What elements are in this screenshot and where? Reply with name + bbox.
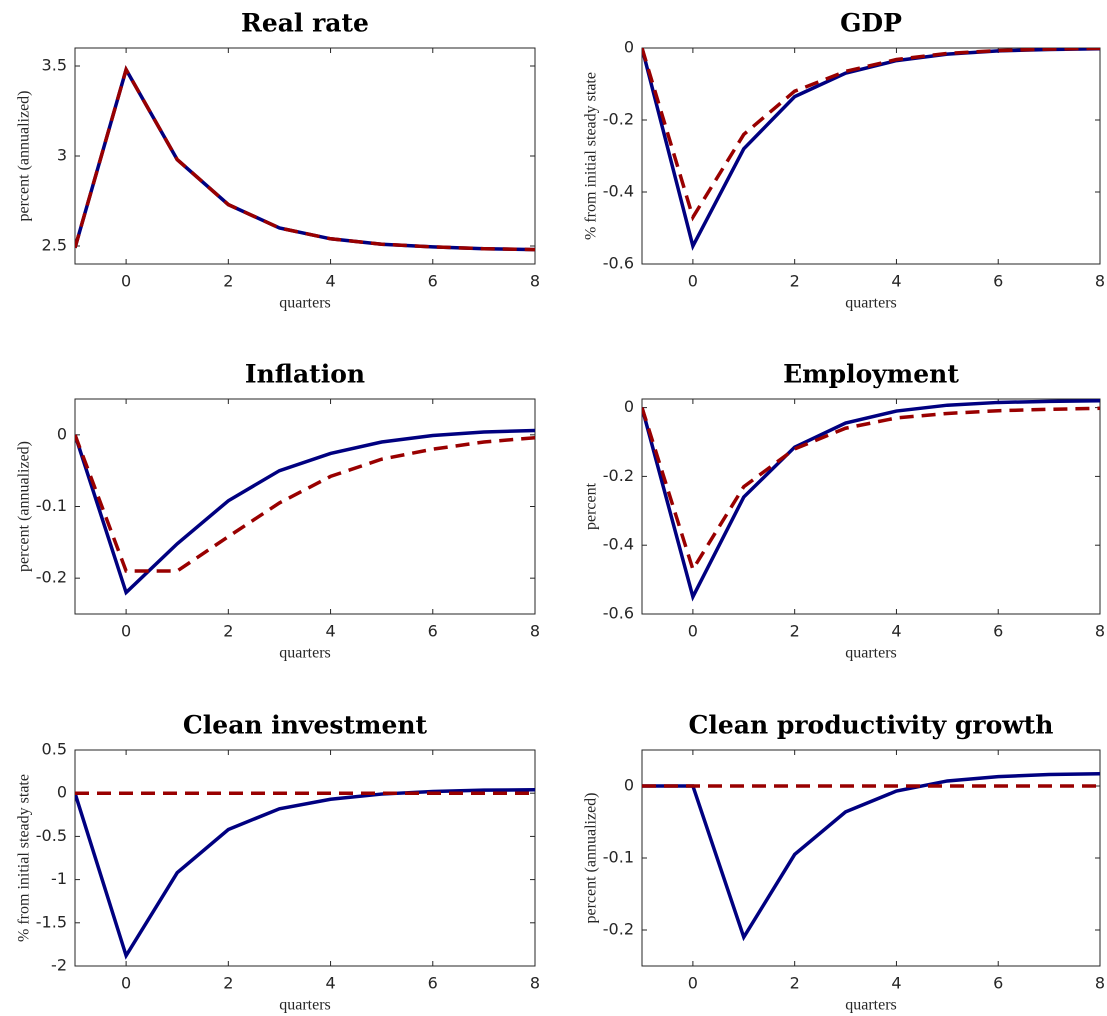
x-axis-label: quarters	[279, 997, 331, 1014]
series-line	[642, 399, 1100, 602]
x-tick-label: 0	[688, 272, 698, 291]
x-tick-label: 6	[428, 622, 438, 641]
chart-title: Employment	[783, 360, 959, 389]
y-tick-label: 0	[624, 776, 634, 795]
chart-title: Inflation	[245, 360, 365, 389]
x-tick-label: 6	[428, 974, 438, 993]
y-tick-label: -0.4	[603, 182, 634, 201]
y-tick-label: -1	[51, 869, 67, 888]
x-tick-label: 2	[223, 272, 233, 291]
x-tick-label: 4	[325, 622, 335, 641]
axes-box	[74, 398, 536, 615]
y-tick-label: -0.2	[603, 466, 634, 485]
x-axis-label: quarters	[845, 997, 897, 1014]
x-tick-label: 2	[223, 974, 233, 993]
x-tick-label: 4	[325, 974, 335, 993]
y-tick-label: 2.5	[42, 236, 67, 255]
x-tick-label: 4	[325, 272, 335, 291]
x-tick-label: 0	[688, 622, 698, 641]
chart-title: Clean productivity growth	[688, 711, 1053, 740]
y-tick-label: -0.5	[36, 826, 67, 845]
axes-box	[74, 749, 536, 967]
axes-box	[74, 47, 536, 265]
x-tick-label: 6	[993, 272, 1003, 291]
series-line	[642, 48, 1100, 222]
y-tick-label: -0.6	[603, 604, 634, 623]
y-tick-label: -1.5	[36, 912, 67, 931]
x-tick-label: 6	[993, 622, 1003, 641]
y-axis-label: % from initial steady state	[583, 72, 600, 240]
x-axis-label: quarters	[845, 645, 897, 662]
x-tick-label: 2	[790, 974, 800, 993]
y-axis-label: percent (annualized)	[16, 441, 33, 572]
x-tick-label: 8	[1095, 974, 1105, 993]
chart-title: Clean investment	[183, 711, 428, 740]
chart-title: Real rate	[241, 9, 369, 38]
y-tick-label: -0.6	[603, 254, 634, 273]
x-tick-label: 2	[223, 622, 233, 641]
axes-box	[641, 398, 1101, 615]
series-line	[75, 428, 535, 596]
x-axis-label: quarters	[845, 295, 897, 312]
y-tick-label: 0	[624, 397, 634, 416]
y-tick-label: -2	[51, 956, 67, 975]
y-tick-label: 0	[624, 38, 634, 57]
x-tick-label: 0	[121, 622, 131, 641]
y-tick-label: -0.1	[36, 496, 67, 515]
axes-box	[641, 47, 1101, 265]
x-tick-label: 6	[993, 974, 1003, 993]
series-line	[642, 772, 1100, 942]
chart-title: GDP	[840, 9, 902, 38]
y-tick-label: -0.2	[603, 110, 634, 129]
x-tick-label: 0	[121, 974, 131, 993]
y-tick-label: -0.4	[603, 535, 634, 554]
x-tick-label: 8	[1095, 272, 1105, 291]
x-tick-label: 0	[688, 974, 698, 993]
x-tick-label: 2	[790, 272, 800, 291]
y-tick-label: -0.2	[36, 568, 67, 587]
x-tick-label: 0	[121, 272, 131, 291]
y-axis-label: % from initial steady state	[16, 774, 33, 942]
y-axis-label: percent (annualized)	[16, 90, 33, 221]
y-tick-label: -0.1	[603, 848, 634, 867]
x-axis-label: quarters	[279, 295, 331, 312]
x-tick-label: 8	[530, 272, 540, 291]
axes-box	[641, 749, 1101, 967]
y-tick-label: -0.2	[603, 920, 634, 939]
x-tick-label: 2	[790, 622, 800, 641]
y-tick-label: 3.5	[42, 56, 67, 75]
series-line	[75, 434, 535, 573]
y-tick-label: 0	[57, 783, 67, 802]
y-tick-label: 3	[57, 146, 67, 165]
x-tick-label: 8	[1095, 622, 1105, 641]
x-axis-label: quarters	[279, 645, 331, 662]
x-tick-label: 4	[891, 974, 901, 993]
x-tick-label: 4	[891, 272, 901, 291]
y-axis-label: percent	[583, 482, 600, 530]
series-line	[75, 787, 535, 960]
x-tick-label: 8	[530, 974, 540, 993]
x-tick-label: 6	[428, 272, 438, 291]
series-line	[75, 65, 535, 252]
x-tick-label: 8	[530, 622, 540, 641]
y-tick-label: 0	[57, 424, 67, 443]
x-tick-label: 4	[891, 622, 901, 641]
y-tick-label: 0.5	[42, 740, 67, 759]
y-axis-label: percent (annualized)	[583, 792, 600, 923]
